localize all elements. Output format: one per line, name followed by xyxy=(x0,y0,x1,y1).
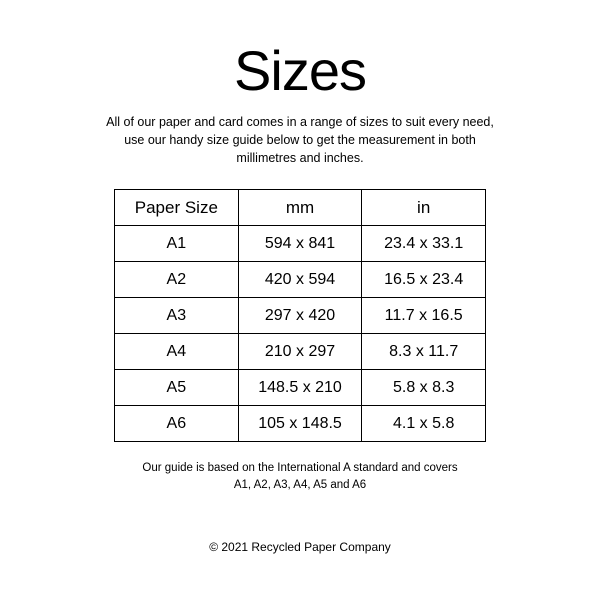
intro-paragraph: All of our paper and card comes in a ran… xyxy=(100,113,500,167)
cell-in: 4.1 x 5.8 xyxy=(362,406,486,442)
cell-mm: 210 x 297 xyxy=(238,334,362,370)
cell-in: 16.5 x 23.4 xyxy=(362,262,486,298)
table-row: A2 420 x 594 16.5 x 23.4 xyxy=(115,262,486,298)
cell-paper-size: A5 xyxy=(115,370,239,406)
cell-paper-size: A3 xyxy=(115,298,239,334)
cell-paper-size: A1 xyxy=(115,226,239,262)
cell-in: 23.4 x 33.1 xyxy=(362,226,486,262)
cell-in: 11.7 x 16.5 xyxy=(362,298,486,334)
cell-mm: 105 x 148.5 xyxy=(238,406,362,442)
table-row: A6 105 x 148.5 4.1 x 5.8 xyxy=(115,406,486,442)
cell-mm: 148.5 x 210 xyxy=(238,370,362,406)
copyright: © 2021 Recycled Paper Company xyxy=(209,540,391,554)
cell-paper-size: A2 xyxy=(115,262,239,298)
table-header-row: Paper Size mm in xyxy=(115,190,486,226)
cell-in: 8.3 x 11.7 xyxy=(362,334,486,370)
cell-mm: 297 x 420 xyxy=(238,298,362,334)
column-header-in: in xyxy=(362,190,486,226)
cell-mm: 594 x 841 xyxy=(238,226,362,262)
cell-paper-size: A4 xyxy=(115,334,239,370)
sizes-table: Paper Size mm in A1 594 x 841 23.4 x 33.… xyxy=(114,189,486,442)
footnote: Our guide is based on the International … xyxy=(140,460,460,493)
table-row: A5 148.5 x 210 5.8 x 8.3 xyxy=(115,370,486,406)
table-row: A1 594 x 841 23.4 x 33.1 xyxy=(115,226,486,262)
table-row: A4 210 x 297 8.3 x 11.7 xyxy=(115,334,486,370)
table-row: A3 297 x 420 11.7 x 16.5 xyxy=(115,298,486,334)
page-title: Sizes xyxy=(234,38,366,103)
cell-in: 5.8 x 8.3 xyxy=(362,370,486,406)
column-header-paper-size: Paper Size xyxy=(115,190,239,226)
column-header-mm: mm xyxy=(238,190,362,226)
cell-mm: 420 x 594 xyxy=(238,262,362,298)
cell-paper-size: A6 xyxy=(115,406,239,442)
